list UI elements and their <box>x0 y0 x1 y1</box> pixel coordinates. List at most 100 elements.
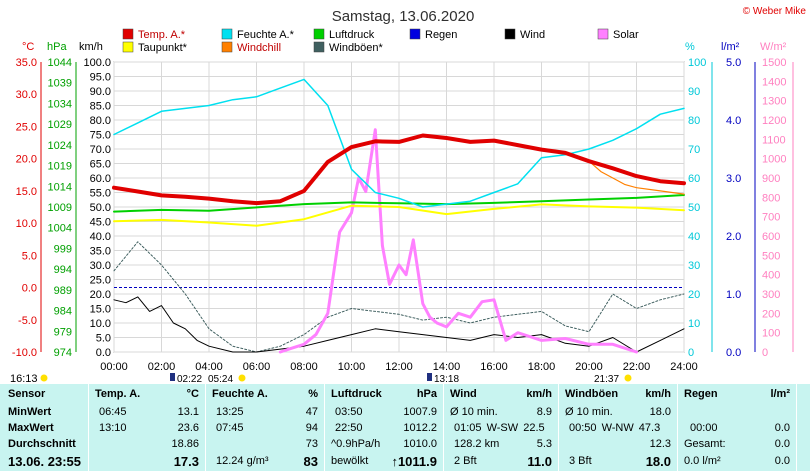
pressure-axis-tick: 979 <box>54 326 72 338</box>
humidity-axis-tick: 10 <box>688 318 700 330</box>
pressure-axis-tick: 1009 <box>48 202 72 214</box>
chart-title: Samstag, 13.06.2020 <box>332 8 475 25</box>
pressure-axis-tick: 1004 <box>48 223 72 235</box>
solar-axis-tick: 0 <box>762 347 768 359</box>
pressure-max-time: 22:50 <box>335 422 363 434</box>
sensor-column: Sensor MinWert MaxWert Durchschnitt 13.0… <box>0 384 88 471</box>
moonrise-marker-time: 02:22 <box>177 374 202 384</box>
rain-axis-tick: 0.0 <box>726 347 741 359</box>
rain-unit: l/m² <box>770 388 790 400</box>
humidity-axis-tick: 40 <box>688 231 700 243</box>
wind-avg-value: 8.9 <box>536 406 552 418</box>
humidity-axis-tick: 20 <box>688 289 700 301</box>
copyright-text: © Weber Mike <box>743 6 807 17</box>
humidity-current-value: 83 <box>303 454 318 469</box>
current-timestamp: 13.06. 23:55 <box>8 454 82 469</box>
legend-swatch <box>504 28 516 40</box>
sensor-header: Sensor <box>8 388 46 400</box>
gust-avg-label: Ø 10 min. <box>565 406 613 418</box>
solar-axis-tick: 300 <box>762 289 780 301</box>
temp-axis-tick: 10.0 <box>16 218 37 230</box>
series-temp-a <box>112 133 686 206</box>
sunset-icon <box>624 374 632 382</box>
solar-axis-tick: 700 <box>762 212 780 224</box>
temp-column: Temp. A. °C 06:45 13.1 13:10 23.6 18.86 … <box>89 384 205 471</box>
wind-axis-tick: 85.0 <box>90 101 111 113</box>
rain-axis-tick: 4.0 <box>726 115 741 127</box>
pressure-current-value: ↑1011.9 <box>391 454 437 469</box>
moon-transit-marker-flag <box>427 373 432 381</box>
rain-axis-tick: 3.0 <box>726 173 741 185</box>
temp-avg-value: 18.86 <box>171 438 199 450</box>
pressure-axis-tick: 1034 <box>48 98 72 110</box>
humidity-axis-tick: 90 <box>688 86 700 98</box>
row-label-avg: Durchschnitt <box>8 438 76 450</box>
wind-axis-tick: 40.0 <box>90 231 111 243</box>
series-taupunkt <box>113 203 685 227</box>
pressure-unit: hPa <box>416 388 437 400</box>
temp-max-time: 13:10 <box>99 422 127 434</box>
rain-total-value: 0.0 <box>774 438 790 450</box>
pressure-axis-unit: hPa <box>47 41 67 53</box>
wind-axis-tick: 60.0 <box>90 173 111 185</box>
statistics-table: Sensor MinWert MaxWert Durchschnitt 13.0… <box>0 384 810 471</box>
legend-swatch <box>313 28 325 40</box>
temp-axis-tick: 20.0 <box>16 154 37 166</box>
wind-axis-tick: 70.0 <box>90 144 111 156</box>
moon-transit-marker-time: 13:18 <box>434 374 459 384</box>
pressure-max-value: 1012.2 <box>403 422 437 434</box>
rain-axis-tick: 1.0 <box>726 289 741 301</box>
series-feuchte-a <box>113 78 685 208</box>
pressure-column: Luftdruck hPa 03:50 1007.9 22:50 1012.2 … <box>325 384 443 471</box>
pressure-axis-tick: 1039 <box>48 78 72 90</box>
chart-legend: Temp. A.* Feuchte A.* Luftdruck Regen Wind So… <box>122 28 639 54</box>
legend-label: Luftdruck <box>329 29 375 41</box>
humidity-header: Feuchte A. <box>212 388 268 400</box>
pressure-min-value: 1007.9 <box>403 406 437 418</box>
rain-axis-tick: 2.0 <box>726 231 741 243</box>
x-axis-tick: 06:00 <box>243 361 271 373</box>
legend-swatch <box>221 41 233 53</box>
weather-forecast-text: bewölkt <box>331 455 369 467</box>
temp-axis-tick: 0.0 <box>22 283 37 295</box>
rain-header: Regen <box>684 388 718 400</box>
temp-axis-tick: 15.0 <box>16 186 37 198</box>
temp-axis-tick: 5.0 <box>22 250 37 262</box>
solar-axis-unit: W/m² <box>760 41 787 53</box>
humidity-unit: % <box>308 388 318 400</box>
legend-swatch <box>597 28 609 40</box>
legend-swatch <box>122 41 134 53</box>
legend-label: Regen <box>425 29 457 41</box>
wind-column: Wind km/h Ø 10 min. 8.9 01:05 W-SW 22.5 … <box>444 384 558 471</box>
series-luftdruck <box>113 194 685 213</box>
humidity-max-time: 07:45 <box>216 422 244 434</box>
wind-axis-tick: 25.0 <box>90 275 111 287</box>
pressure-axis-tick: 994 <box>54 264 72 276</box>
pressure-axis-tick: 1014 <box>48 181 72 193</box>
pressure-header: Luftdruck <box>331 388 382 400</box>
temp-unit: °C <box>186 388 199 400</box>
legend-swatch <box>122 28 134 40</box>
legend-label: Feuchte A.* <box>237 29 295 41</box>
wind-axis-tick: 35.0 <box>90 246 111 258</box>
series-solar <box>278 128 638 354</box>
wind-axis-tick: 90.0 <box>90 86 111 98</box>
data-series <box>112 78 686 354</box>
row-label-min: MinWert <box>8 406 52 418</box>
x-axis-tick: 08:00 <box>290 361 318 373</box>
legend-swatch <box>409 28 421 40</box>
gust-daily-avg: 12.3 <box>649 438 671 450</box>
wind-axis-tick: 55.0 <box>90 188 111 200</box>
solar-axis-tick: 500 <box>762 250 780 262</box>
temp-axis-unit: °C <box>22 41 34 53</box>
series-windb-en <box>113 241 685 353</box>
x-axis-tick: 22:00 <box>623 361 651 373</box>
x-axis-tick: 24:00 <box>670 361 698 373</box>
legend-label: Temp. A.* <box>138 29 186 41</box>
pressure-axis-tick: 1044 <box>48 57 72 69</box>
legend-label: Wind <box>520 29 545 41</box>
wind-axis-tick: 30.0 <box>90 260 111 272</box>
legend-swatch <box>221 28 233 40</box>
rain-axis-tick: 5.0 <box>726 57 741 69</box>
wind-unit: km/h <box>526 388 552 400</box>
